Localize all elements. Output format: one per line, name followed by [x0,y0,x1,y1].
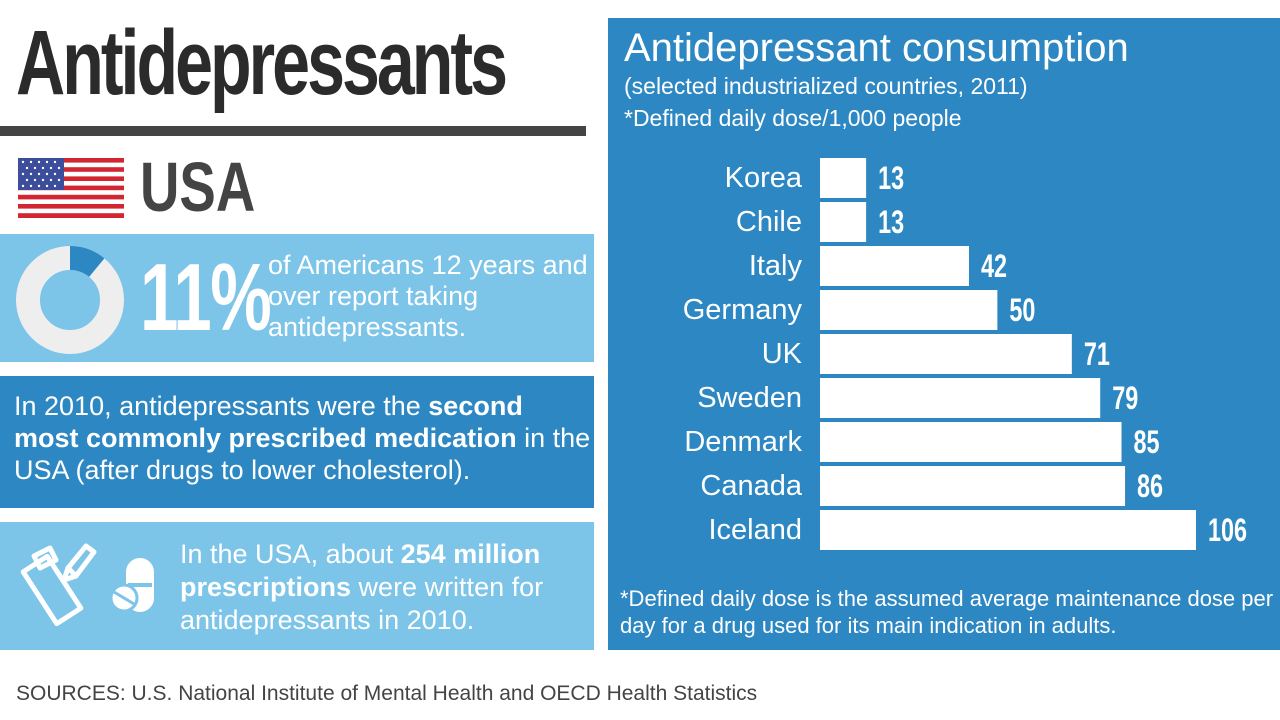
category-label-italy: Italy [749,250,803,282]
category-label-germany: Germany [683,294,803,326]
usa-flag-icon [18,158,124,218]
rank-text-bold: second most commonly prescribed medicati… [14,391,523,453]
rx-text-before: In the USA, about [180,539,401,569]
bar-iceland [820,510,1196,550]
value-label-sweden: 79 [1112,380,1138,416]
country-label: USA [140,148,256,226]
value-label-canada: 86 [1137,468,1163,504]
category-label-canada: Canada [700,470,802,502]
value-label-italy: 42 [981,248,1007,284]
rank-text-before: In 2010, antidepressants were the [14,391,429,421]
rx-text-after: were written for antidepressants in 2010… [180,572,544,635]
category-label-korea: Korea [725,162,803,194]
title-rule [0,126,586,136]
value-label-germany: 50 [1009,292,1035,328]
bar-italy [820,246,969,286]
rank-card [0,376,594,508]
chart-subtitle: (selected industrialized countries, 2011… [624,73,1028,99]
value-label-denmark: 85 [1134,424,1160,460]
rank-description: In 2010, antidepressants were the second… [14,390,592,486]
rank-text-after: in the USA (after drugs to lower cholest… [14,423,591,485]
bar-chile [820,202,867,242]
bar-denmark [820,422,1122,462]
value-label-korea: 13 [878,160,904,196]
category-label-sweden: Sweden [697,382,802,414]
value-label-iceland: 106 [1208,512,1247,548]
prescription-description: In the USA, about 254 million prescripti… [180,538,590,637]
rx-text-bold: 254 million prescriptions [180,539,541,602]
category-label-chile: Chile [736,206,802,238]
bar-uk [820,334,1072,374]
category-label-iceland: Iceland [708,514,802,546]
chart-unit-note: *Defined daily dose/1,000 people [624,105,962,131]
bar-canada [820,466,1126,506]
donut-chart-icon [16,246,124,354]
stat-value: 11% [140,244,272,351]
prescription-clipboard-icon [20,543,97,627]
chart-title: Antidepressant consumption [624,26,1129,70]
bar-chart: Korea 13 Chile 13 Italy 42 Germany 50 UK 71 Sweden… [683,158,1247,550]
chart-footnote: *Defined daily dose is the assumed avera… [620,586,1274,638]
stat-description: of Americans 12 years and over report ta… [268,250,588,342]
bar-sweden [820,378,1101,418]
bar-korea [820,158,867,198]
category-label-denmark: Denmark [684,426,802,458]
category-label-uk: UK [762,338,803,370]
sources-credit: SOURCES: U.S. National Institute of Ment… [16,682,758,705]
bar-germany [820,290,998,330]
prescription-card [0,522,594,650]
pills-icon [109,558,154,613]
value-label-chile: 13 [878,204,904,240]
donut-fill-arc [69,246,105,278]
value-label-uk: 71 [1084,336,1110,372]
main-title: Antidepressants [16,12,508,114]
